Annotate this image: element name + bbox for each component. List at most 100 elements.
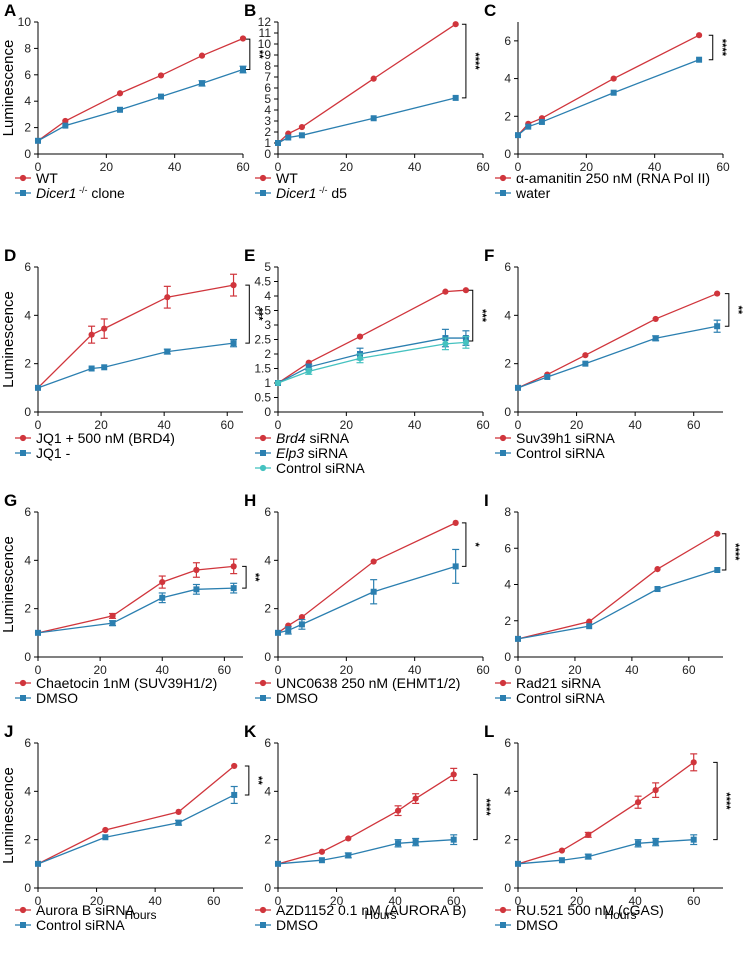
series-3 [274, 336, 470, 387]
data-point [356, 355, 364, 362]
data-point [318, 848, 326, 855]
panel-letter: C [484, 1, 496, 20]
panel-letter: D [4, 246, 16, 265]
y-tick-label: 11 [259, 26, 272, 40]
data-point [199, 80, 205, 87]
legend-rest: siRNA [304, 445, 348, 461]
legend-marker [260, 450, 266, 456]
significance-stars: ** [249, 573, 261, 582]
data-point [652, 315, 659, 323]
data-point [714, 530, 721, 537]
y-tick-label: 2.5 [254, 333, 271, 347]
legend-superscript: -/- [316, 185, 327, 195]
legend-marker [500, 922, 506, 928]
data-point [462, 287, 470, 294]
y-tick-label: 4 [504, 578, 511, 592]
legend-entry: Control siRNA [516, 445, 605, 461]
x-tick-label: 40 [157, 418, 171, 432]
legend-rest: d5 [327, 185, 347, 201]
y-axis-label: Luminescence [0, 40, 17, 137]
data-point [586, 623, 593, 630]
data-point [452, 21, 459, 28]
data-point [102, 834, 109, 841]
data-point [585, 853, 592, 860]
significance-stars: ** [252, 776, 264, 785]
legend-entry: DMSO [36, 690, 78, 706]
y-tick-label: 4 [264, 103, 271, 117]
legend-entry: AZD1152 0.1 nM (AURORA B) [276, 902, 466, 918]
y-tick-label: 5 [264, 260, 271, 274]
significance-stars: ** [732, 306, 744, 315]
data-point [394, 807, 402, 814]
panel-letter: H [244, 491, 256, 510]
data-point [231, 791, 238, 798]
y-tick-label: 6 [504, 736, 511, 750]
data-point [35, 629, 41, 636]
series-line [517, 761, 695, 865]
legend-marker [499, 679, 507, 687]
x-tick-label: 0 [35, 894, 42, 908]
data-point [515, 132, 521, 139]
y-tick-label: 3 [264, 114, 271, 128]
legend-marker [260, 190, 266, 196]
series-2 [35, 582, 238, 636]
series-line [517, 59, 700, 136]
series-2 [515, 567, 721, 642]
legend-entry: Control siRNA [276, 460, 365, 476]
data-point [558, 847, 566, 854]
significance-stars: *** [476, 309, 488, 323]
legend-rest: clone [87, 185, 125, 201]
series-2 [275, 328, 470, 386]
data-point [109, 620, 116, 627]
data-point [695, 32, 703, 39]
data-point [116, 90, 124, 97]
data-point [285, 627, 292, 634]
legend-entry: Suv39h1 siRNA [516, 430, 615, 446]
series-line [37, 565, 234, 634]
legend-marker [500, 450, 506, 456]
data-point [164, 294, 171, 301]
significance-bracket [461, 23, 467, 99]
data-point [35, 137, 41, 144]
data-point [442, 288, 449, 295]
significance-stars: **** [720, 792, 732, 810]
panel-letter: F [484, 246, 494, 265]
data-point [652, 335, 659, 342]
x-tick-label: 0 [515, 894, 522, 908]
y-tick-label: 4 [24, 784, 31, 798]
y-tick-label: 0 [504, 147, 511, 161]
data-point [345, 835, 352, 842]
y-tick-label: 2 [504, 833, 511, 847]
y-tick-label: 2 [504, 614, 511, 628]
data-point [515, 384, 521, 391]
significance-stars: *** [252, 308, 264, 322]
series-1 [274, 287, 470, 387]
data-point [102, 826, 109, 834]
data-point [370, 588, 377, 595]
x-tick-label: 0 [275, 418, 282, 432]
data-point [88, 365, 95, 372]
data-point [452, 563, 459, 570]
significance-bracket [721, 533, 727, 571]
x-tick-label: 0 [35, 160, 42, 174]
y-tick-label: 0.5 [254, 391, 271, 405]
legend-superscript: -/- [76, 185, 87, 195]
significance-bracket [242, 565, 247, 589]
legend: RU.521 500 nM (cGAS)DMSO [495, 902, 664, 933]
x-tick-label: 0 [275, 894, 282, 908]
legend-italic: Brd4 [276, 430, 306, 446]
series-1 [274, 767, 458, 867]
x-tick-label: 40 [628, 894, 642, 908]
data-point [714, 567, 721, 573]
data-point [159, 594, 166, 601]
series-2 [275, 548, 460, 636]
x-tick-label: 20 [340, 663, 354, 677]
legend-marker [260, 695, 266, 701]
x-tick-label: 60 [476, 418, 490, 432]
y-tick-label: 6 [264, 81, 271, 95]
panel-letter: B [244, 1, 256, 20]
y-tick-label: 8 [504, 505, 511, 519]
